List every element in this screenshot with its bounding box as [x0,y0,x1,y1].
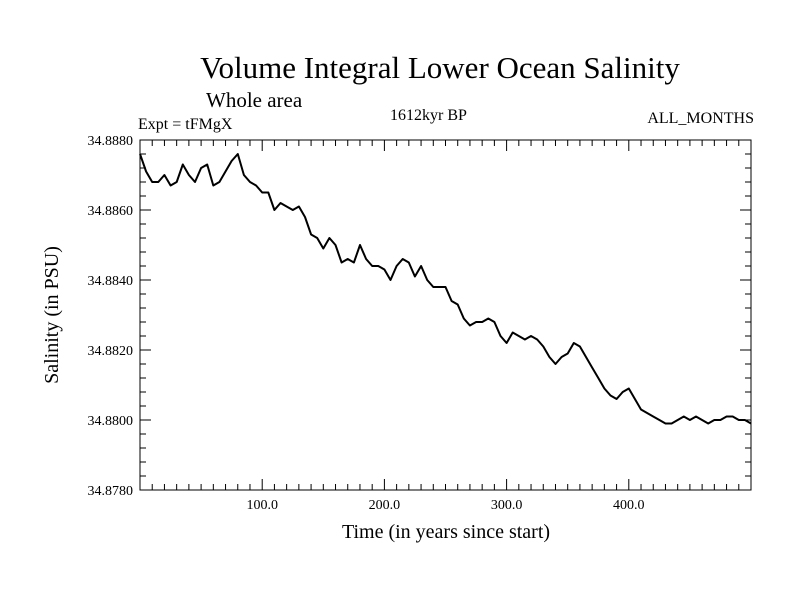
time-period-label: 1612kyr BP [390,107,467,124]
x-axis-tick-labels: 100.0 200.0 300.0 400.0 [246,498,644,513]
x-axis-title: Time (in years since start) [342,521,550,543]
salinity-series-line [139,153,752,425]
experiment-label: Expt = tFMgX [138,116,233,133]
x-axis-ticks [151,140,740,490]
y-tick-label: 34.8780 [88,484,134,499]
y-axis-title: Salinity (in PSU) [41,246,63,384]
y-tick-label: 34.8800 [88,414,134,429]
y-axis-tick-labels: 34.8780 34.8800 34.8820 34.8840 34.8860 34.88… [88,134,134,499]
y-tick-label: 34.8860 [88,204,134,219]
chart-title: Volume Integral Lower Ocean Salinity [200,50,680,85]
x-tick-label: 300.0 [491,498,523,513]
chart-subtitle: Whole area [206,88,303,112]
x-tick-label: 200.0 [369,498,401,513]
y-tick-label: 34.8880 [88,134,134,149]
y-tick-label: 34.8840 [88,274,134,289]
x-tick-label: 400.0 [613,498,645,513]
months-label: ALL_MONTHS [647,110,754,127]
y-axis-ticks [140,153,751,477]
x-tick-label: 100.0 [246,498,278,513]
y-tick-label: 34.8820 [88,344,134,359]
plot-area-frame [139,139,752,491]
